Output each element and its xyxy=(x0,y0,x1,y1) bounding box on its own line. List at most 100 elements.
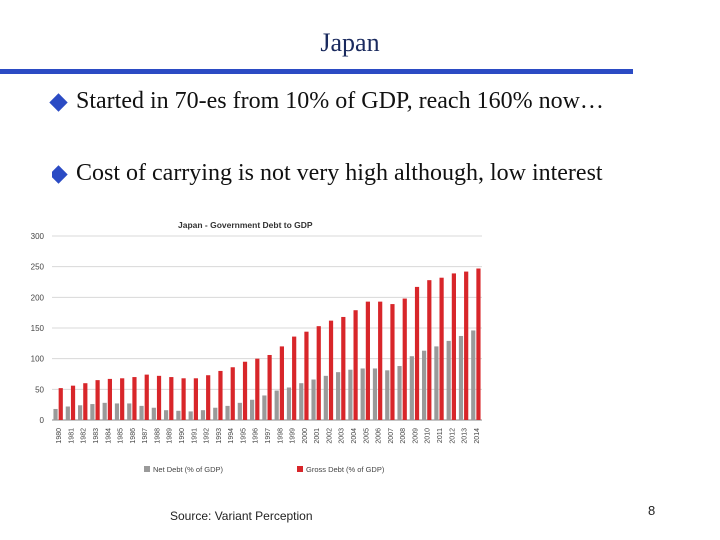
debt-chart-svg: Japan - Government Debt to GDP 0 50 100 150 2… xyxy=(31,220,482,523)
net-debt-bar xyxy=(311,379,316,420)
net-debt-bar xyxy=(127,403,132,420)
title-divider xyxy=(0,69,633,74)
net-debt-bar xyxy=(213,407,218,420)
x-tick-label: 1986 xyxy=(130,428,137,444)
x-tick-label: 1988 xyxy=(154,428,161,444)
gross-debt-bar xyxy=(390,304,395,420)
gross-debt-bar xyxy=(181,378,186,420)
x-tick-label: 2003 xyxy=(339,428,346,444)
gross-debt-bar xyxy=(95,380,100,420)
x-tick-label: 2007 xyxy=(388,428,395,444)
x-tick-label: 1997 xyxy=(265,428,272,444)
gross-debt-bar xyxy=(292,336,297,420)
gross-debt-bar xyxy=(279,346,284,420)
gross-debt-bar xyxy=(316,326,321,420)
gross-debt-bar xyxy=(206,375,211,420)
legend-swatch-gross xyxy=(297,466,303,472)
net-debt-bar xyxy=(53,408,58,420)
gross-debt-bar xyxy=(328,320,334,420)
bullet-1: Started in 70-es from 10% of GDP, reach … xyxy=(49,86,632,116)
net-debt-bar xyxy=(102,402,107,420)
page-number: 8 xyxy=(648,503,656,518)
net-debt-bar xyxy=(176,410,181,420)
x-tick-label: 2008 xyxy=(400,428,407,444)
gross-debt-bar xyxy=(464,271,469,420)
net-debt-bar xyxy=(336,372,341,420)
slide-title: Japan xyxy=(320,28,380,57)
x-tick-label: 2001 xyxy=(314,428,321,444)
net-debt-bar xyxy=(471,330,476,420)
x-tick-label: 1984 xyxy=(105,428,112,444)
y-tick-label: 200 xyxy=(31,293,45,302)
x-tick-label: 1998 xyxy=(277,428,284,444)
net-debt-bar xyxy=(446,340,451,420)
gross-debt-bar xyxy=(378,301,383,420)
net-debt-bar xyxy=(65,406,70,420)
net-debt-bar xyxy=(385,370,390,420)
debt-chart: Japan - Government Debt to GDP 0 50 100 150 2… xyxy=(20,206,510,536)
gross-debt-bar xyxy=(255,358,260,420)
net-debt-bar xyxy=(151,407,156,420)
y-tick-label: 0 xyxy=(40,416,45,425)
gross-debt-bar xyxy=(107,378,112,420)
gross-debt-bar xyxy=(83,383,88,420)
x-tick-label: 2005 xyxy=(363,428,370,444)
gross-debt-bar xyxy=(304,331,309,420)
x-tick-label: 1989 xyxy=(167,428,174,444)
x-tick-label: 1991 xyxy=(191,428,198,444)
gross-debt-bar xyxy=(169,377,174,420)
net-debt-bar xyxy=(458,335,464,420)
net-debt-bar xyxy=(225,405,230,420)
net-debt-bar xyxy=(397,366,402,420)
net-debt-bar xyxy=(250,399,255,420)
net-debt-bar xyxy=(348,369,353,420)
gross-debt-bar xyxy=(414,286,420,420)
net-debt-bar xyxy=(164,410,169,420)
x-tick-label: 1987 xyxy=(142,428,149,444)
gross-debt-bar xyxy=(144,374,149,420)
gross-debt-bar xyxy=(230,367,235,420)
gross-debt-bar xyxy=(70,385,76,420)
gross-debt-bar xyxy=(341,316,346,420)
gross-debt-bar xyxy=(120,378,125,420)
y-tick-label: 250 xyxy=(31,263,45,272)
y-tick-label: 100 xyxy=(31,355,45,364)
gross-debt-bar xyxy=(427,280,432,420)
net-debt-bar xyxy=(422,350,427,420)
y-tick-label: 300 xyxy=(31,232,45,241)
gross-debt-bar xyxy=(439,277,444,420)
net-debt-bar xyxy=(262,395,267,420)
gross-debt-bar xyxy=(451,273,456,420)
bullet-2: Cost of carrying is not very high althou… xyxy=(52,158,632,192)
x-tick-label: 1992 xyxy=(204,428,211,444)
bullet-1-text: Started in 70-es from 10% of GDP, reach … xyxy=(76,88,604,114)
net-debt-bar xyxy=(323,375,328,420)
net-debt-bar xyxy=(90,404,95,420)
x-tick-label: 1983 xyxy=(93,428,100,444)
chart-source: Source: Variant Perception xyxy=(170,509,313,523)
net-debt-bar xyxy=(274,390,279,420)
x-tick-label: 1985 xyxy=(118,428,125,444)
net-debt-bar xyxy=(78,405,83,420)
x-tick-label: 1996 xyxy=(253,428,260,444)
gross-debt-bar xyxy=(132,377,137,420)
net-debt-bar xyxy=(114,403,120,420)
x-tick-label: 2009 xyxy=(412,428,419,444)
gross-debt-bar xyxy=(365,301,370,420)
x-tick-label: 1995 xyxy=(240,428,247,444)
gross-debt-bar xyxy=(267,354,272,420)
x-tick-label: 2013 xyxy=(462,428,469,444)
gross-debt-bar xyxy=(353,310,358,420)
x-tick-label: 1982 xyxy=(81,428,88,444)
x-tick-label: 2006 xyxy=(376,428,383,444)
gross-debt-bar xyxy=(193,378,198,420)
net-debt-bar xyxy=(188,411,193,420)
y-tick-label: 150 xyxy=(31,324,45,333)
net-debt-bar xyxy=(200,410,206,420)
x-tick-label: 2002 xyxy=(326,428,333,444)
net-debt-bar xyxy=(409,356,414,420)
x-tick-label: 1994 xyxy=(228,428,235,444)
x-tick-label: 1993 xyxy=(216,428,223,444)
x-tick-label: 2000 xyxy=(302,428,309,444)
gross-debt-bar xyxy=(402,298,407,420)
